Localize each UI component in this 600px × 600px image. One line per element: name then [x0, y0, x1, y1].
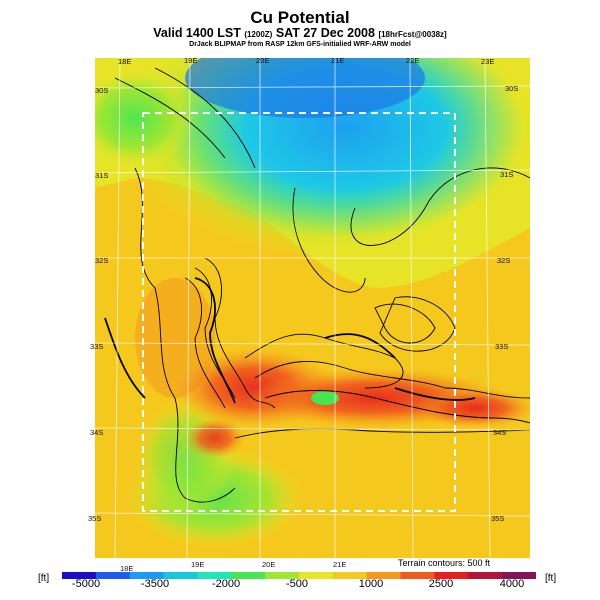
colorbar-label: -500	[285, 578, 309, 590]
map-title: Cu Potential	[250, 8, 350, 27]
lat-label: 30S	[95, 86, 109, 95]
cu-potential-map	[95, 58, 530, 558]
lat-label: 30S	[505, 84, 519, 93]
colorbar-swatch	[62, 572, 97, 579]
lat-label: 35S	[491, 514, 505, 523]
colorbar-label: -5000	[71, 578, 101, 590]
colorbar-unit-left: [ft]	[38, 573, 50, 584]
colorbar-swatch	[231, 572, 266, 579]
colorbar-unit-right: [ft]	[545, 573, 557, 584]
lon-label: 21E	[331, 56, 345, 65]
lat-label: 31S	[500, 170, 514, 179]
colorbar-swatch	[197, 572, 232, 579]
lon-label: 20E	[256, 56, 270, 65]
colorbar-swatch	[366, 572, 402, 579]
valid-time: Valid 1400 LST	[153, 26, 241, 40]
lon-label: 22E	[406, 56, 420, 65]
colorbar-swatch	[434, 572, 469, 579]
terrain-contour-note: Terrain contours: 500 ft	[398, 558, 491, 568]
colorbar-label: 4000	[499, 578, 525, 590]
lat-label: 32S	[95, 256, 109, 265]
lat-label: 31S	[95, 171, 109, 180]
colorbar	[62, 572, 536, 579]
lon-label: 23E	[481, 57, 495, 66]
valid-time-subtitle: Valid 1400 LST (1200Z) SAT 27 Dec 2008 […	[0, 26, 600, 40]
lat-label: 32S	[497, 256, 511, 265]
forecast-info: [18hrFcst@0038z]	[378, 30, 447, 39]
colorbar-label: -3500	[140, 578, 170, 590]
colorbar-swatch	[400, 572, 435, 579]
lat-label: 33S	[90, 342, 104, 351]
lon-label: 19E	[191, 560, 205, 569]
lon-label: 18E	[118, 57, 132, 66]
utc-time: (1200Z)	[244, 30, 273, 39]
colorbar-swatch	[95, 572, 131, 579]
lat-label: 33S	[495, 342, 509, 351]
lon-label: 18E	[120, 564, 134, 573]
colorbar-swatch	[502, 572, 536, 579]
lon-label: 19E	[184, 56, 198, 65]
lon-label: 21E	[333, 560, 347, 569]
colorbar-swatch	[129, 572, 165, 579]
lon-label: 20E	[262, 560, 276, 569]
model-source-line: DrJack BLIPMAP from RASP 12km GFS-initia…	[189, 41, 411, 48]
colorbar-label: 1000	[358, 578, 384, 590]
colorbar-swatch	[468, 572, 503, 579]
lat-label: 34S	[90, 428, 104, 437]
colorbar-swatch	[163, 572, 198, 579]
colorbar-swatch	[332, 572, 368, 579]
colorbar-swatch	[265, 572, 300, 579]
valid-date: SAT 27 Dec 2008	[275, 26, 375, 40]
lat-label: 34S	[493, 428, 507, 437]
colorbar-label: -2000	[211, 578, 241, 590]
colorbar-swatch	[299, 572, 334, 579]
colorbar-label: 2500	[428, 578, 454, 590]
lat-label: 35S	[88, 514, 102, 523]
